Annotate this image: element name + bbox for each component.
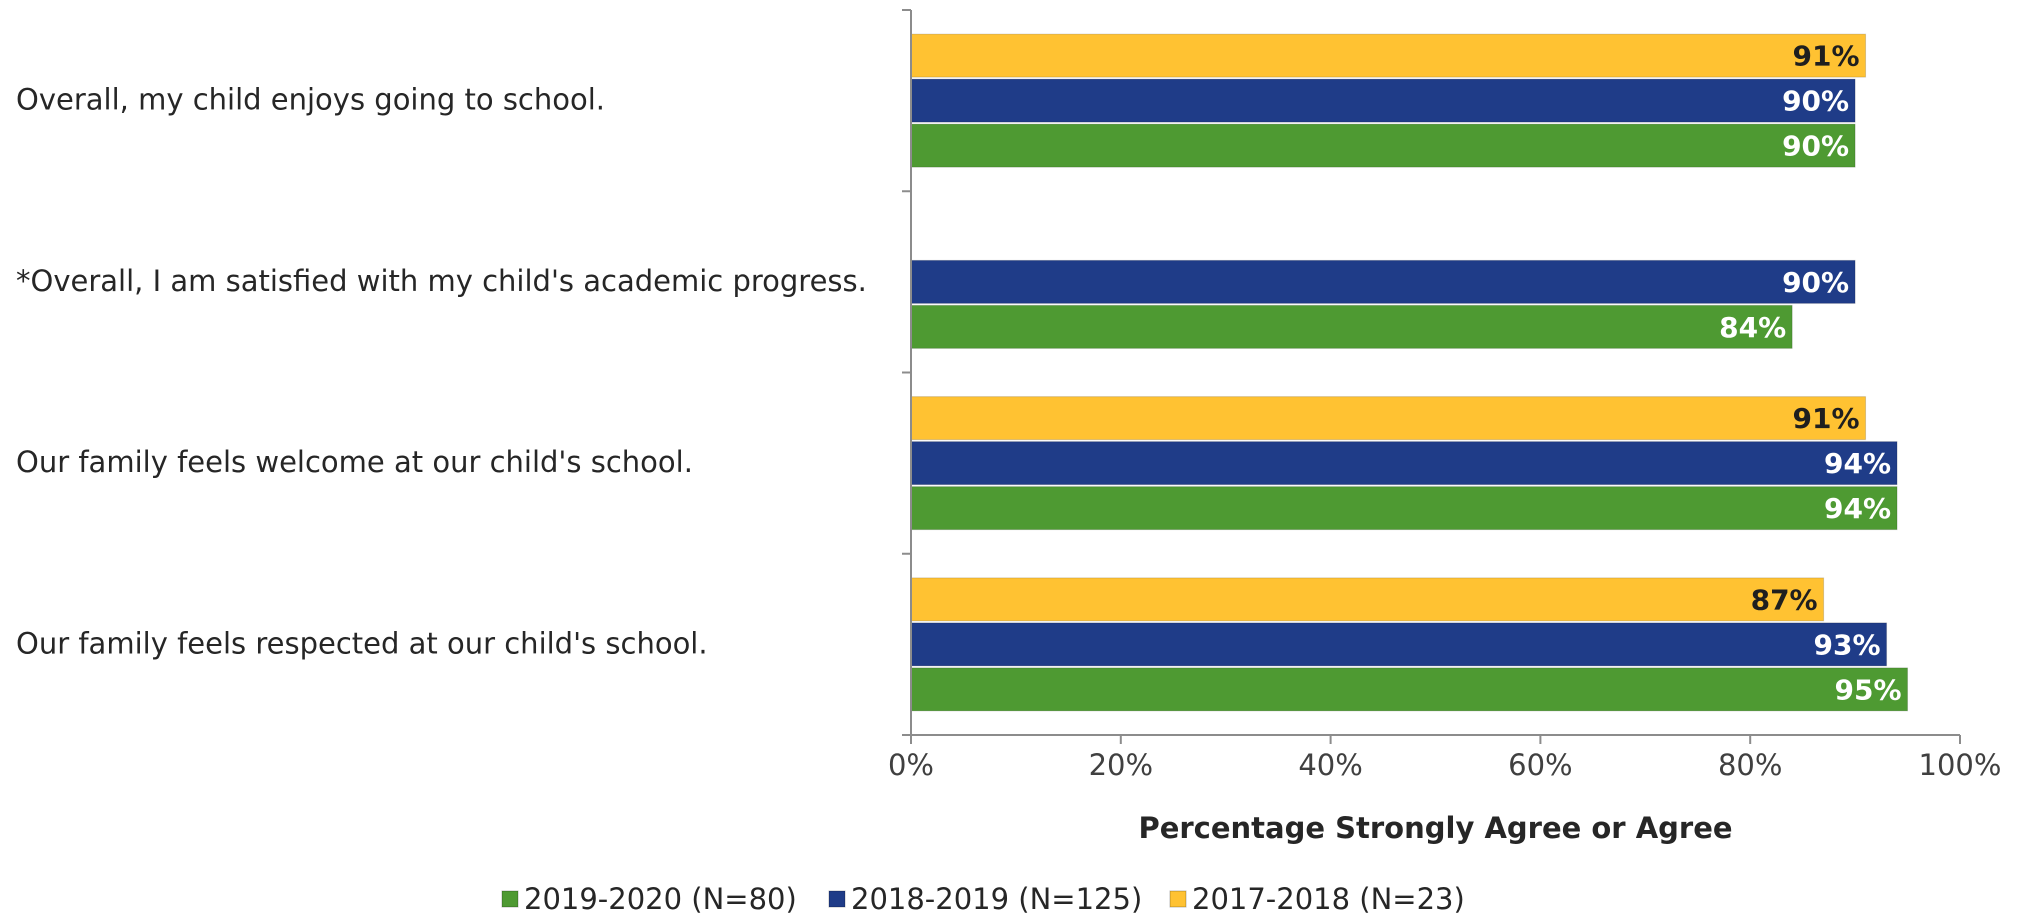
bar — [910, 577, 1825, 622]
data-label: 95% — [1835, 673, 1902, 706]
bar — [910, 486, 1898, 531]
legend-label: 2019-2020 (N=80) — [524, 882, 797, 916]
data-label: 90% — [1782, 85, 1849, 118]
data-label: 87% — [1751, 583, 1818, 616]
legend-label: 2018-2019 (N=125) — [851, 882, 1142, 916]
x-tick-label: 20% — [1089, 748, 1153, 782]
legend-swatch — [828, 890, 846, 908]
category-label: Our family feels respected at our child'… — [16, 626, 708, 660]
bar — [910, 396, 1867, 441]
category-label: *Overall, I am satisfied with my child's… — [16, 264, 867, 298]
data-label: 84% — [1719, 311, 1786, 344]
bar — [910, 78, 1856, 123]
x-tick-label: 40% — [1298, 748, 1362, 782]
data-label: 94% — [1824, 492, 1891, 525]
x-tick-label: 100% — [1919, 748, 2002, 782]
data-label: 91% — [1793, 402, 1860, 435]
data-label: 90% — [1782, 130, 1849, 163]
legend: 2019-2020 (N=80) 2018-2019 (N=125) 2017-20… — [501, 882, 1465, 916]
bar — [910, 33, 1867, 78]
axes: 0% 20% 40% 60% 80% 100% Percentage Strongly Ag… — [888, 9, 2002, 845]
data-label: 91% — [1793, 40, 1860, 73]
category-label: Overall, my child enjoys going to school… — [16, 83, 605, 117]
bar — [910, 123, 1856, 168]
legend-swatch — [501, 890, 519, 908]
data-label: 93% — [1814, 628, 1881, 661]
bar — [910, 304, 1793, 349]
bar — [910, 441, 1898, 486]
x-tick-label: 0% — [888, 748, 934, 782]
legend-swatch — [1169, 890, 1187, 908]
x-tick-label: 60% — [1508, 748, 1572, 782]
category-labels: Overall, my child enjoys going to school… — [16, 83, 867, 661]
data-label: 94% — [1824, 447, 1891, 480]
data-label: 90% — [1782, 266, 1849, 299]
bar — [910, 259, 1856, 304]
x-tick-label: 80% — [1718, 748, 1782, 782]
bar — [910, 667, 1909, 712]
category-label: Our family feels welcome at our child's … — [16, 445, 693, 479]
bar — [910, 622, 1888, 667]
legend-label: 2017-2018 (N=23) — [1192, 882, 1465, 916]
x-axis-title: Percentage Strongly Agree or Agree — [1138, 811, 1732, 845]
bars: 91% 90% 90% 90% 84% 91% 94% 94% 87% 93% 95% — [910, 33, 1909, 712]
